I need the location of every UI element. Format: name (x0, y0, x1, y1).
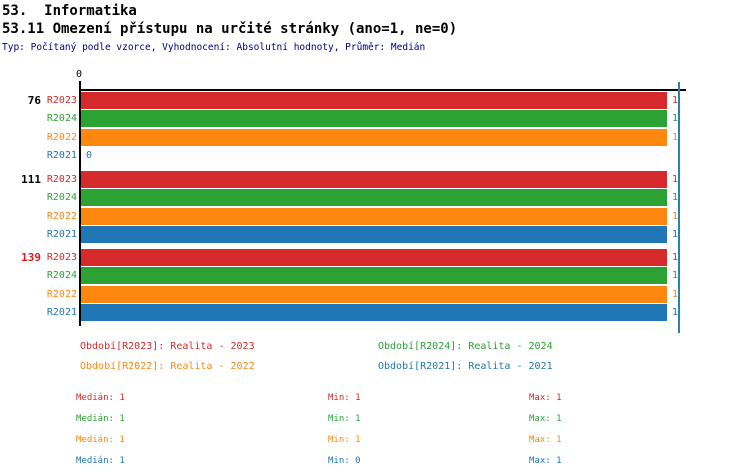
group-label-highlighted: 139 (21, 251, 41, 264)
bar-value-label: 1 (671, 229, 678, 240)
stat-median: Medián: 1 (76, 393, 125, 403)
bar-value-label: 1 (671, 270, 678, 281)
bar-value-label: 1 (671, 211, 678, 222)
stat-min: Min: 1 (328, 435, 361, 445)
stat-median: Medián: 1 (76, 435, 125, 445)
bar-value-label: 1 (671, 174, 678, 185)
series-label: R2022 (46, 211, 77, 222)
bar-value-label: 1 (671, 192, 678, 203)
legend-item-r2023: Období[R2023]: Realita - 2023 (80, 341, 255, 352)
stat-max: Max: 1 (529, 435, 562, 445)
bar-value-label: 1 (671, 113, 678, 124)
series-label: R2021 (46, 150, 77, 161)
bar-value-label: 1 (671, 95, 678, 106)
stat-max: Max: 1 (529, 456, 562, 466)
median-marker-line (678, 82, 680, 333)
stat-min: Min: 1 (328, 414, 361, 424)
bar-value-label: 1 (671, 132, 678, 143)
bar-row: 1 (81, 92, 678, 109)
x-axis-tick-label: 0 (75, 69, 83, 80)
series-label: R2021 (46, 307, 77, 318)
stat-min: Min: 0 (328, 456, 361, 466)
question-meta: Typ: Počítaný podle vzorce, Vyhodnocení:… (2, 42, 426, 53)
legend-item-r2022: Období[R2022]: Realita - 2022 (80, 361, 255, 372)
bar-row: 1 (81, 286, 678, 303)
series-label: R2023 (46, 252, 77, 263)
bar-r2023 (81, 92, 667, 109)
y-axis-line (79, 81, 81, 326)
stat-min: Min: 1 (328, 393, 361, 403)
x-axis-line (79, 89, 686, 91)
bar-value-label: 1 (671, 289, 678, 300)
bar-r2024 (81, 267, 667, 284)
group-label: 76 (27, 94, 41, 107)
bar-value-label: 1 (671, 307, 678, 318)
bar-r2022 (81, 286, 667, 303)
series-label: R2024 (46, 113, 77, 124)
group-label: 111 (21, 173, 41, 186)
series-label: R2021 (46, 229, 77, 240)
stat-median: Medián: 1 (76, 456, 125, 466)
bar-row: 1 (81, 129, 678, 146)
series-label: R2024 (46, 192, 77, 203)
legend-item-r2024: Období[R2024]: Realita - 2024 (378, 341, 553, 352)
bar-r2024 (81, 189, 667, 206)
bar-r2021 (81, 304, 667, 321)
page-title: 53. Informatika (2, 3, 137, 19)
legend-item-r2021: Období[R2021]: Realita - 2021 (378, 361, 553, 372)
bar-value-label: 1 (671, 252, 678, 263)
bar-row: 1 (81, 226, 678, 243)
bar-r2022 (81, 129, 667, 146)
bar-r2021 (81, 226, 667, 243)
series-label: R2022 (46, 132, 77, 143)
bar-row: 1 (81, 171, 678, 188)
stat-max: Max: 1 (529, 393, 562, 403)
series-label: R2023 (46, 95, 77, 106)
bar-row: 1 (81, 189, 678, 206)
bar-row: 0 (81, 147, 678, 164)
question-subtitle: 53.11 Omezení přístupu na určité stránky… (2, 21, 458, 37)
bar-value-label: 0 (86, 150, 93, 161)
series-label: R2022 (46, 289, 77, 300)
bar-r2023 (81, 249, 667, 266)
bar-row: 1 (81, 110, 678, 127)
stat-max: Max: 1 (529, 414, 562, 424)
bar-row: 1 (81, 208, 678, 225)
bar-r2023 (81, 171, 667, 188)
bar-r2024 (81, 110, 667, 127)
bar-row: 1 (81, 249, 678, 266)
bar-row: 1 (81, 304, 678, 321)
bar-r2022 (81, 208, 667, 225)
series-label: R2023 (46, 174, 77, 185)
stat-median: Medián: 1 (76, 414, 125, 424)
bar-row: 1 (81, 267, 678, 284)
series-label: R2024 (46, 270, 77, 281)
